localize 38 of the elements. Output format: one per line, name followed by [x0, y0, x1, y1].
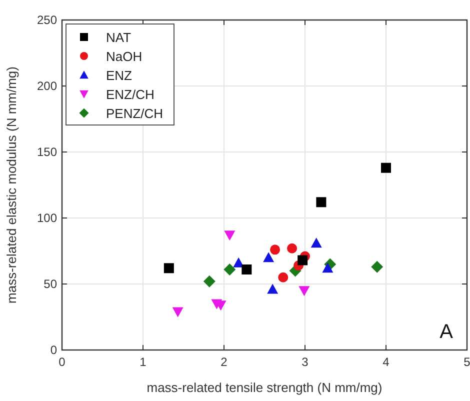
legend-label: PENZ/CH	[106, 106, 164, 121]
point	[278, 272, 288, 282]
y-tick-label: 200	[36, 79, 58, 93]
point	[381, 162, 391, 173]
legend-label: ENZ/CH	[106, 87, 154, 102]
point	[322, 262, 334, 273]
legend-label: NaOH	[106, 49, 142, 64]
point	[287, 243, 298, 254]
point	[164, 263, 174, 274]
x-tick-label: 1	[140, 355, 147, 369]
point	[172, 307, 184, 318]
point	[371, 260, 384, 273]
x-tick-label: 3	[302, 355, 309, 369]
point	[310, 238, 322, 248]
y-tick-label: 150	[36, 145, 58, 159]
y-tick-label: 100	[36, 211, 58, 225]
legend-label: ENZ	[106, 68, 132, 83]
point	[224, 263, 236, 276]
x-tick-label: 5	[464, 355, 470, 369]
point	[270, 244, 280, 255]
y-tick-label: 250	[36, 13, 58, 27]
y-tick-label: 50	[44, 277, 58, 291]
point	[224, 230, 236, 241]
legend-label: NAT	[106, 30, 132, 45]
x-tick-label: 0	[58, 355, 66, 369]
point	[316, 197, 326, 208]
point	[203, 275, 216, 288]
point	[242, 264, 252, 274]
annotation: A	[440, 321, 454, 343]
x-tick-label: 2	[220, 355, 228, 369]
x-axis-title: mass-related tensile strength (N mm/mg)	[146, 380, 382, 395]
point	[298, 286, 310, 296]
point	[267, 284, 278, 294]
y-axis-title: mass-related elastic modulus (N mm/mg)	[4, 66, 19, 304]
point	[263, 252, 274, 262]
point	[298, 255, 308, 266]
x-tick-label: 4	[382, 355, 390, 369]
y-tick-label: 0	[50, 343, 58, 357]
